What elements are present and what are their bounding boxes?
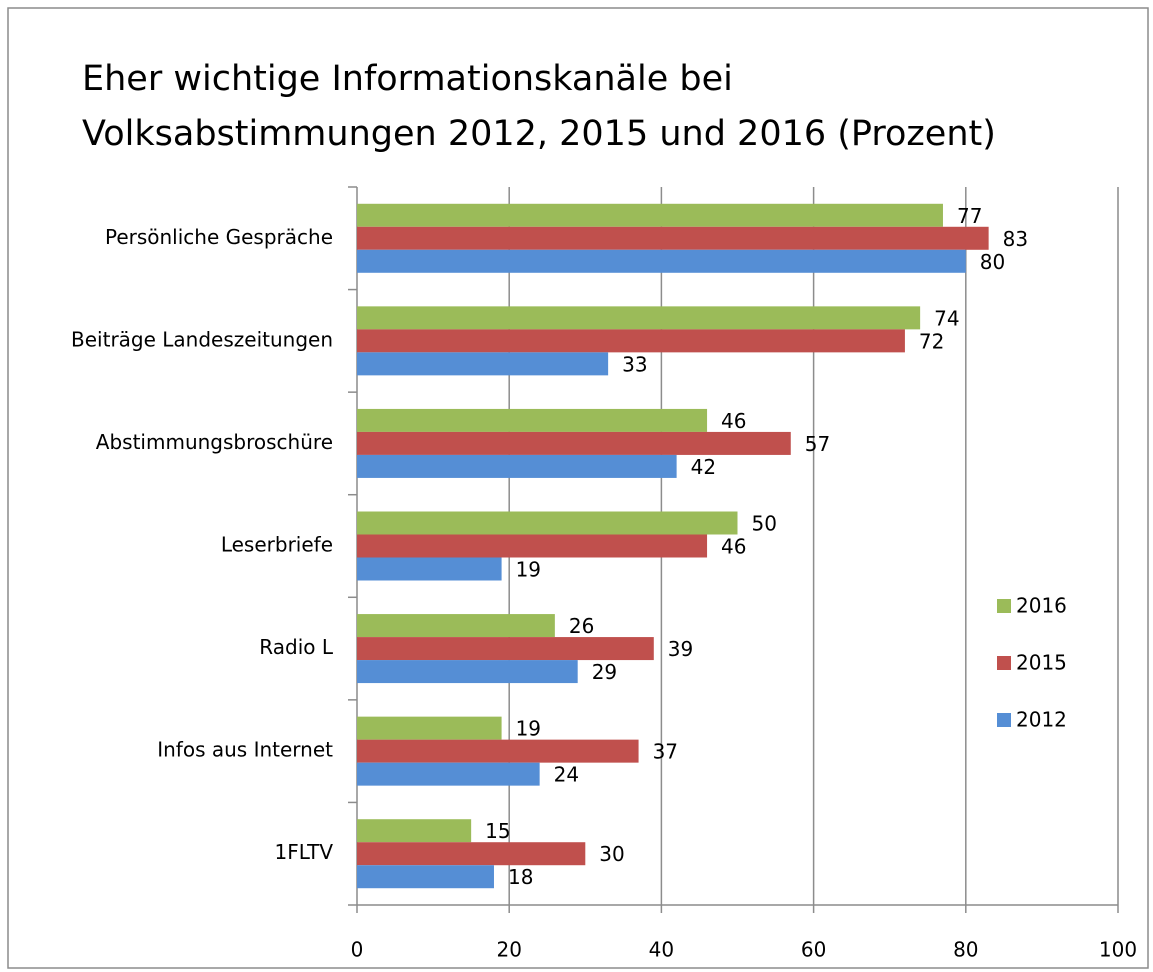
- data-label: 50: [752, 512, 777, 536]
- bar: [357, 819, 472, 843]
- data-label: 57: [805, 432, 830, 456]
- bar: [357, 511, 738, 535]
- x-tick-label: 80: [953, 938, 978, 962]
- bar: [357, 739, 639, 763]
- bar: [357, 306, 921, 330]
- data-label: 42: [691, 455, 716, 479]
- bar: [357, 226, 989, 250]
- y-tick-label: Abstimmungsbroschüre: [96, 430, 333, 454]
- y-tick-label: Radio L: [259, 635, 334, 659]
- legend-label: 2015: [1016, 651, 1067, 675]
- data-label: 19: [516, 717, 541, 741]
- bar: [357, 637, 654, 661]
- x-tick-label: 40: [649, 938, 674, 962]
- data-label: 80: [980, 250, 1005, 274]
- data-label: 19: [516, 558, 541, 582]
- data-label: 18: [508, 865, 533, 889]
- y-tick-label: Leserbriefe: [221, 533, 333, 557]
- chart-title: Eher wichtige Informationskanäle bei: [82, 59, 733, 99]
- data-label: 46: [721, 535, 746, 559]
- bar: [357, 716, 502, 740]
- legend-swatch: [997, 599, 1011, 613]
- data-label: 30: [599, 842, 624, 866]
- legend-swatch: [997, 713, 1011, 727]
- bar: [357, 352, 609, 376]
- data-label: 74: [934, 306, 959, 330]
- y-tick-label: Persönliche Gespräche: [105, 225, 333, 249]
- bar: [357, 762, 540, 786]
- data-label: 83: [1003, 227, 1028, 251]
- x-tick-label: 60: [801, 938, 826, 962]
- data-label: 33: [622, 352, 647, 376]
- bar: [357, 408, 708, 432]
- bar: [357, 865, 494, 889]
- y-tick-label: Infos aus Internet: [157, 738, 333, 762]
- data-label: 46: [721, 409, 746, 433]
- chart-frame: [7, 7, 1149, 969]
- bar: [357, 249, 966, 273]
- data-label: 39: [668, 637, 693, 661]
- bar: [357, 431, 791, 455]
- legend-swatch: [997, 656, 1011, 670]
- x-tick-label: 100: [1099, 938, 1137, 962]
- data-label: 37: [653, 740, 678, 764]
- bar: [357, 660, 578, 684]
- data-label: 29: [592, 660, 617, 684]
- data-label: 15: [485, 819, 510, 843]
- data-label: 24: [554, 763, 579, 787]
- data-label: 77: [957, 204, 982, 228]
- data-label: 26: [569, 614, 594, 638]
- y-tick-label: Beiträge Landeszeitungen: [71, 327, 333, 351]
- legend-label: 2016: [1016, 594, 1067, 618]
- bar: [357, 329, 905, 353]
- bar: [357, 534, 708, 558]
- x-tick-label: 20: [496, 938, 521, 962]
- chart-title: Volksabstimmungen 2012, 2015 und 2016 (P…: [82, 114, 996, 154]
- legend-label: 2012: [1016, 708, 1067, 732]
- bar: [357, 203, 943, 227]
- bar: [357, 454, 677, 478]
- bar: [357, 557, 502, 581]
- bar: [357, 614, 555, 638]
- bar: [357, 842, 586, 866]
- data-label: 72: [919, 329, 944, 353]
- y-tick-label: 1FLTV: [274, 840, 333, 864]
- x-tick-label: 0: [351, 938, 364, 962]
